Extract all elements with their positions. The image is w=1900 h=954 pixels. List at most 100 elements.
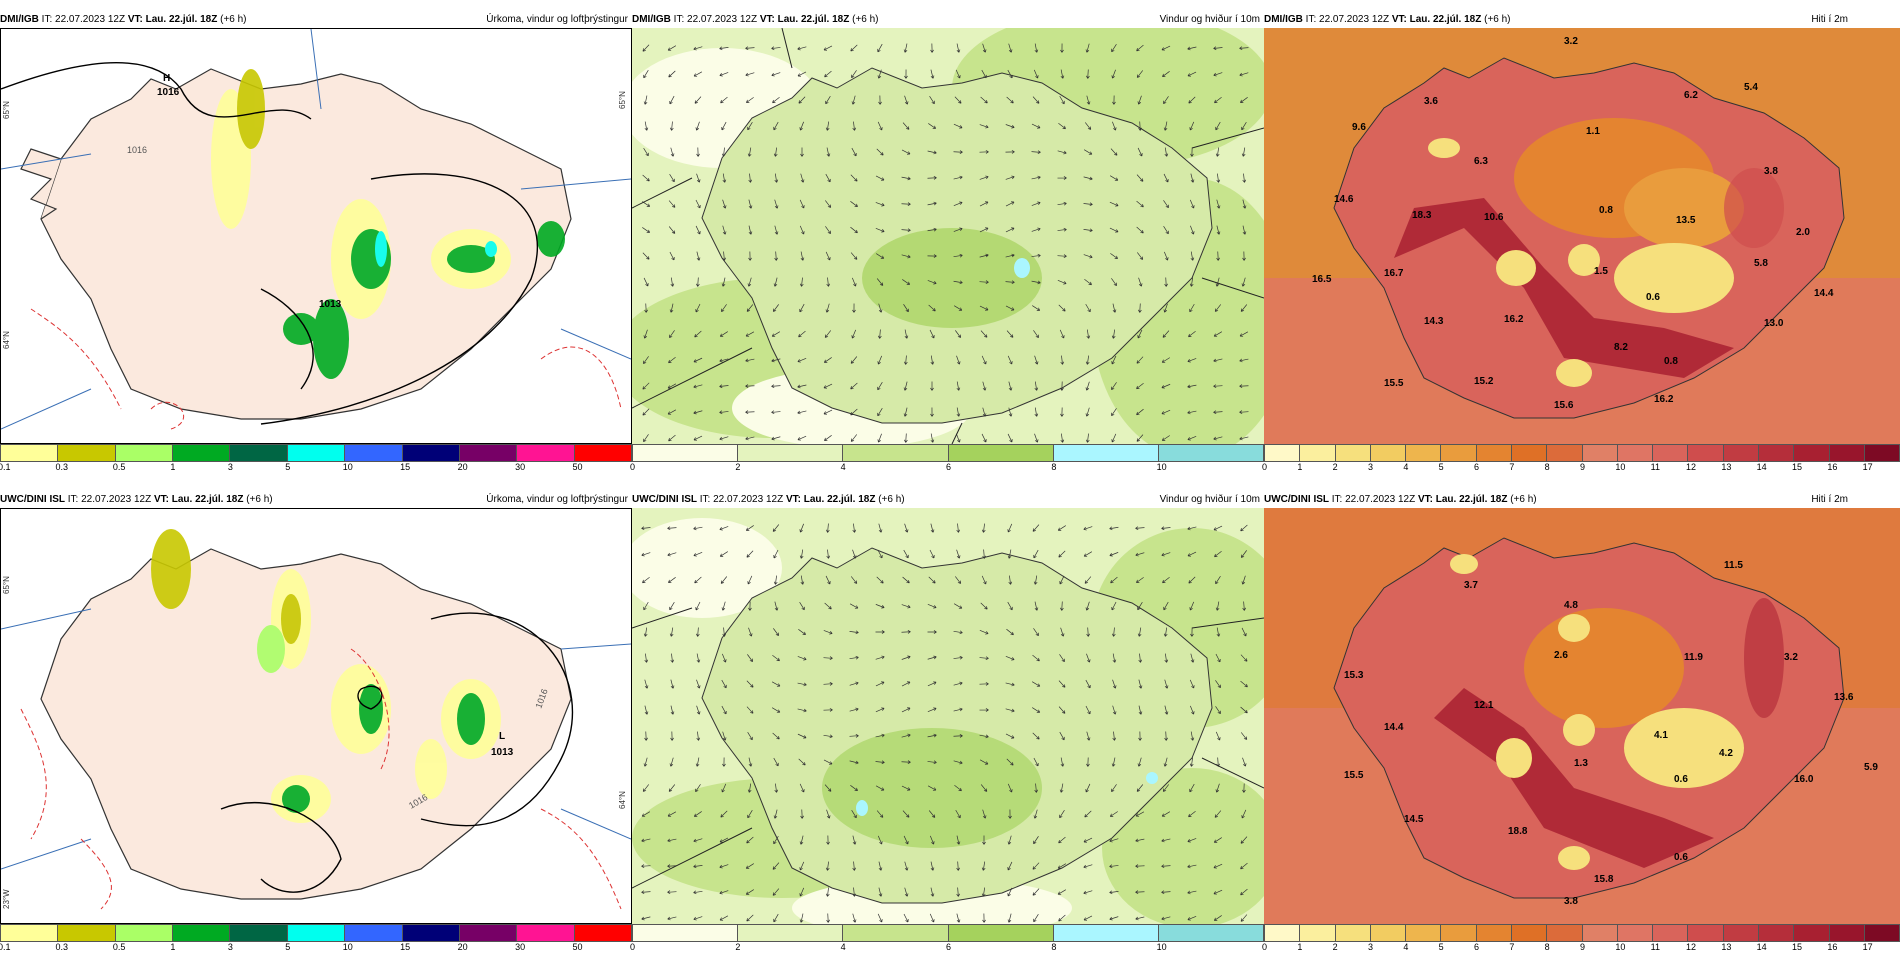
wind-arrow — [1189, 303, 1195, 313]
wind-arrow — [930, 381, 934, 391]
init-time: IT: 22.07.2023 12Z — [673, 14, 758, 25]
wind-arrow — [696, 147, 700, 157]
colorbar-cell — [115, 925, 174, 941]
wind-arrow — [979, 629, 989, 635]
temperature-value-label: 16.2 — [1504, 314, 1524, 325]
wind-arrow — [1188, 330, 1196, 338]
wind-arrow — [823, 45, 833, 51]
temp-panel-dmi: DMI/IGB IT: 22.07.2023 12Z VT: Lau. 22.j… — [1262, 12, 1900, 472]
wind-map-svg — [632, 508, 1264, 924]
wind-arrow — [721, 304, 727, 312]
temp-map[interactable]: 11.5 3.7 4.8 3.2 15.3 2.6 11.9 13.6 12.1 14.4 4.1 1… — [1264, 508, 1900, 924]
wind-arrow — [695, 199, 701, 209]
wind-arrow — [1162, 330, 1170, 338]
wind-arrow — [1213, 837, 1222, 843]
wind-arrow — [670, 277, 675, 287]
wind-arrow — [1083, 254, 1093, 259]
precip-map[interactable]: L 1013 1016 1016 65°N 64°N 23°W — [0, 508, 632, 924]
temperature-value-label: 11.5 — [1724, 560, 1743, 571]
wind-arrow — [1007, 523, 1013, 533]
wind-arrow — [772, 654, 780, 662]
wind-arrow — [800, 575, 805, 585]
valid-time: VT: Lau. 22.júl. 18Z — [759, 14, 850, 25]
wind-arrow — [693, 811, 702, 817]
wind-arrow — [1137, 147, 1143, 157]
wind-arrow — [850, 226, 858, 234]
temperature-value-label: 6.3 — [1474, 156, 1488, 167]
colorbar-tick-label: 13 — [1721, 942, 1732, 952]
wind-map[interactable] — [632, 508, 1264, 924]
wind-map[interactable] — [632, 28, 1264, 444]
wind-arrow — [955, 330, 962, 338]
wind-arrow — [799, 913, 804, 923]
wind-arrow — [877, 913, 883, 923]
colorbar-tick-label: 5 — [1438, 942, 1444, 952]
wind-arrow — [927, 785, 937, 791]
wind-arrow — [929, 329, 935, 339]
wind-arrow — [1083, 864, 1093, 869]
wind-arrow — [1161, 811, 1171, 817]
model-source: DMI/IGB — [0, 14, 39, 25]
wind-arrow — [1213, 384, 1223, 388]
wind-arrow — [641, 526, 651, 531]
wind-arrow — [693, 435, 703, 441]
wind-arrow — [773, 549, 779, 559]
wind-arrow — [956, 407, 961, 417]
wind-arrow — [748, 199, 753, 209]
wind-arrow — [954, 784, 962, 792]
wind-arrow — [1135, 552, 1145, 557]
colorbar-tick-label: 0.5 — [112, 462, 126, 472]
wind-arrow — [1136, 226, 1144, 234]
wind-arrow — [1190, 147, 1194, 157]
colorbar-tick-label: 8 — [1544, 942, 1550, 952]
colorbar-tick-label: 1 — [170, 462, 176, 472]
wind-arrow — [1109, 552, 1119, 557]
temp-map[interactable]: 3.2 3.6 6.2 5.4 9.6 6.3 1.1 14.6 3.8 18.3 10.6 0.8 1… — [1264, 28, 1900, 444]
wind-arrow — [1240, 732, 1248, 740]
wind-arrow — [927, 201, 937, 206]
wind-arrow — [722, 653, 727, 663]
colorbar-tick-label: 7 — [1509, 462, 1515, 472]
wind-arrow — [774, 173, 779, 183]
wind-arrow — [773, 147, 778, 157]
panel-header: DMI/IGB IT: 22.07.2023 12Z VT: Lau. 22.j… — [1264, 12, 1511, 28]
wind-arrow — [1111, 329, 1116, 339]
wind-arrow — [719, 915, 729, 921]
colorbar-tick-label: 8 — [1544, 462, 1550, 472]
wind-arrow — [851, 147, 857, 157]
wind-arrow — [1007, 783, 1013, 793]
wind-arrow — [956, 913, 961, 923]
precip-map[interactable]: H 1016 1013 1016 65°N 65°N 64°N — [0, 28, 632, 444]
wind-arrow — [1213, 46, 1223, 51]
wind-arrow — [1005, 682, 1015, 687]
wind-arrow — [904, 329, 909, 339]
wind-arrow — [773, 277, 778, 287]
wind-arrow — [1031, 175, 1041, 180]
wind-arrow — [981, 433, 987, 443]
wind-arrow — [982, 809, 987, 819]
wind-arrow — [1084, 278, 1092, 286]
temperature-value-label: 4.2 — [1719, 748, 1733, 759]
colorbar-tick-label: 10 — [1615, 462, 1626, 472]
temperature-value-label: 15.5 — [1344, 770, 1364, 781]
wind-arrow — [774, 199, 779, 209]
wind-arrow — [979, 150, 989, 154]
colorbar-cell — [1688, 925, 1724, 941]
colorbar-ticks: 0 2 4 6 8 10 — [630, 462, 1264, 474]
wind-arrow — [875, 655, 885, 660]
wind-arrow — [696, 653, 701, 663]
wind-arrow — [1083, 176, 1093, 181]
lat-label: 64°N — [2, 331, 11, 349]
wind-arrow — [695, 601, 701, 611]
wind-arrow — [1006, 96, 1014, 104]
wind-arrow — [747, 809, 753, 819]
wind-arrow — [1163, 627, 1168, 637]
wind-arrow — [799, 303, 805, 313]
colorbar-tick-label: 10 — [1156, 462, 1167, 472]
wind-arrow — [982, 381, 987, 391]
model-source: UWC/DINI ISL — [1264, 494, 1329, 505]
init-time: IT: 22.07.2023 12Z — [67, 494, 152, 505]
isobar-label: 1016 — [127, 145, 147, 155]
colorbar-tick-label: 15 — [1792, 462, 1803, 472]
wind-arrow — [1109, 890, 1119, 895]
